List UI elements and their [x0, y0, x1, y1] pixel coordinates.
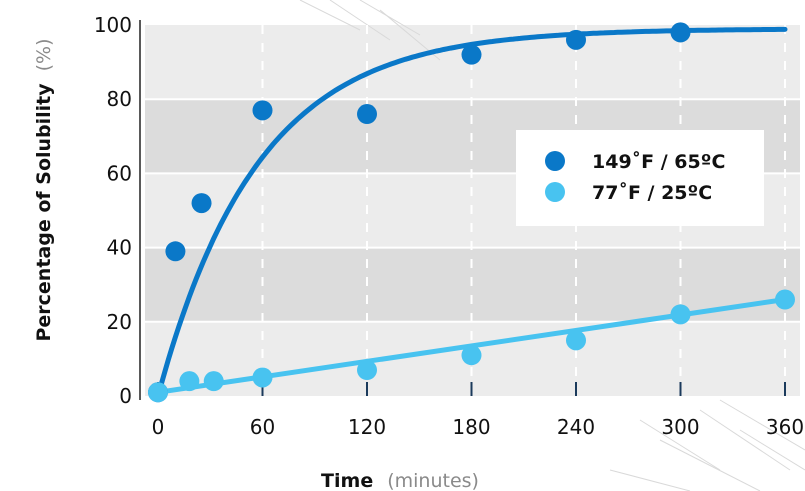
x-tick-label: 360: [766, 415, 804, 439]
data-point-series-0: [461, 44, 482, 65]
data-point-series-1: [252, 367, 273, 388]
data-point-series-1: [357, 360, 377, 381]
y-tick-label: 80: [107, 87, 132, 111]
x-axis-title: Time (minutes): [321, 470, 479, 491]
decor-line: [699, 409, 791, 471]
data-point-series-0: [566, 29, 586, 50]
y-tick-label: 40: [107, 236, 132, 260]
decor-line: [609, 469, 691, 491]
x-tick-label: 180: [452, 415, 490, 439]
data-point-series-0: [191, 193, 212, 214]
x-axis-unit: (minutes): [387, 470, 479, 491]
data-point-series-1: [775, 289, 795, 310]
decor-line: [299, 0, 361, 31]
x-tick-label: 120: [348, 415, 386, 439]
decor-line: [329, 0, 391, 41]
data-point-series-0: [670, 22, 691, 43]
y-axis-label: Percentage of Solubility: [33, 83, 55, 342]
decor-line: [719, 399, 805, 451]
y-tick-label: 20: [107, 310, 132, 334]
data-point-series-0: [165, 241, 186, 262]
x-tick-label: 60: [250, 415, 275, 439]
decor-line: [359, 0, 421, 36]
y-tick-label: 100: [94, 13, 132, 37]
data-points: [148, 22, 795, 403]
y-axis-unit: (%): [33, 38, 55, 71]
data-point-series-1: [566, 330, 586, 351]
decor-line: [659, 439, 761, 491]
tick-labels: 0 60 120 180 240 300 360 0 20 40 60 80 100: [94, 13, 804, 439]
legend-box: [516, 130, 764, 226]
data-point-series-1: [148, 382, 168, 403]
grid-lines: [261, 25, 786, 382]
data-point-series-0: [357, 104, 377, 125]
data-point-series-1: [461, 345, 482, 366]
y-tick-label: 60: [107, 161, 132, 185]
legend-marker-25c: [545, 182, 565, 202]
data-point-series-1: [203, 371, 224, 392]
y-tick-label: 0: [119, 384, 132, 408]
data-point-series-1: [670, 304, 691, 325]
decor-line: [639, 419, 721, 471]
x-axis-label: Time: [321, 470, 373, 491]
y-axis-title: Percentage of Solubility (%): [33, 38, 55, 341]
legend-label-25c: 77˚F / 25ºC: [592, 181, 712, 204]
x-tick-label: 0: [152, 415, 165, 439]
x-tick-label: 240: [557, 415, 595, 439]
data-point-series-0: [252, 100, 273, 121]
legend-marker-65c: [545, 151, 565, 171]
data-point-series-1: [179, 371, 200, 392]
decor-line: [739, 429, 805, 471]
legend-label-65c: 149˚F / 65ºC: [592, 150, 725, 173]
legend: 149˚F / 65ºC 77˚F / 25ºC: [516, 130, 764, 226]
x-tick-label: 300: [661, 415, 699, 439]
